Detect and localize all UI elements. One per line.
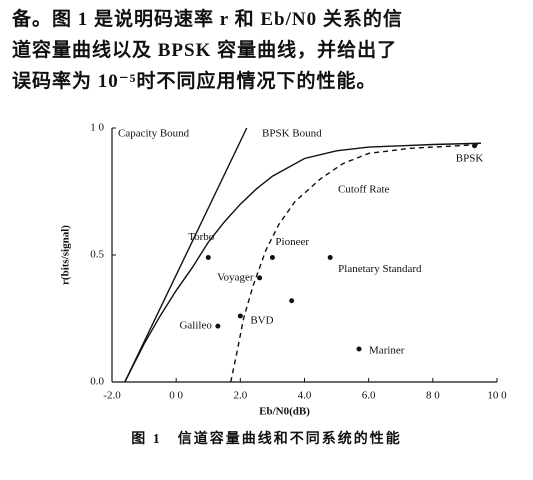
data-point: [472, 143, 478, 149]
series-label: BPSK Bound: [262, 128, 322, 140]
point-label: Planetary Standard: [338, 263, 422, 275]
x-tick-label: 10 0: [487, 390, 507, 402]
point-label: BPSK: [456, 152, 484, 164]
point-label: Voyager: [217, 271, 254, 283]
series-label: Capacity Bound: [118, 128, 190, 140]
data-point: [269, 255, 275, 261]
data-point: [215, 323, 221, 329]
figure-caption: 图 1 信道容量曲线和不同系统的性能: [131, 432, 402, 447]
curve: [124, 142, 481, 383]
chart: Eb/N0(dB) r(bits/signal) -2.0 0 0 2.0 4.0 6.…: [60, 122, 508, 418]
point-label: Galileo: [179, 320, 212, 332]
data-point: [327, 255, 333, 261]
point-label: Mariner: [369, 345, 405, 357]
paragraph-line: 备。图 1 是说明码速率 r 和 Eb/N0 关系的信: [12, 9, 403, 30]
paragraph-line: 道容量曲线以及 BPSK 容量曲线，并给出了: [12, 40, 398, 61]
x-axis-label: Eb/N0(dB): [259, 406, 310, 418]
y-axis-label: r(bits/signal): [60, 225, 72, 285]
x-tick-label: -2.0: [103, 390, 121, 402]
x-tick-label: 8 0: [426, 390, 440, 402]
x-tick-label: 2.0: [233, 390, 247, 402]
point-label: BVD: [250, 314, 273, 326]
y-tick-label: 0.5: [90, 249, 104, 261]
curve: [230, 143, 481, 383]
data-point: [356, 346, 362, 352]
y-tick-label: 0.0: [90, 376, 104, 388]
series-label: Cutoff Rate: [338, 184, 390, 196]
x-tick-label: 4.0: [298, 390, 312, 402]
x-tick-label: 0 0: [169, 390, 183, 402]
data-point: [205, 255, 211, 261]
x-tick-label: 6.0: [362, 390, 376, 402]
data-point: [237, 313, 243, 319]
curve: [124, 127, 248, 383]
data-point: [257, 275, 263, 281]
point-label: Pioneer: [275, 236, 309, 248]
data-point: [289, 298, 295, 304]
y-tick-label: 1 0: [90, 122, 104, 134]
paragraph-line: 误码率为 10⁻⁵时不同应用情况下的性能。: [12, 71, 377, 92]
point-label: Torbo: [188, 231, 215, 243]
